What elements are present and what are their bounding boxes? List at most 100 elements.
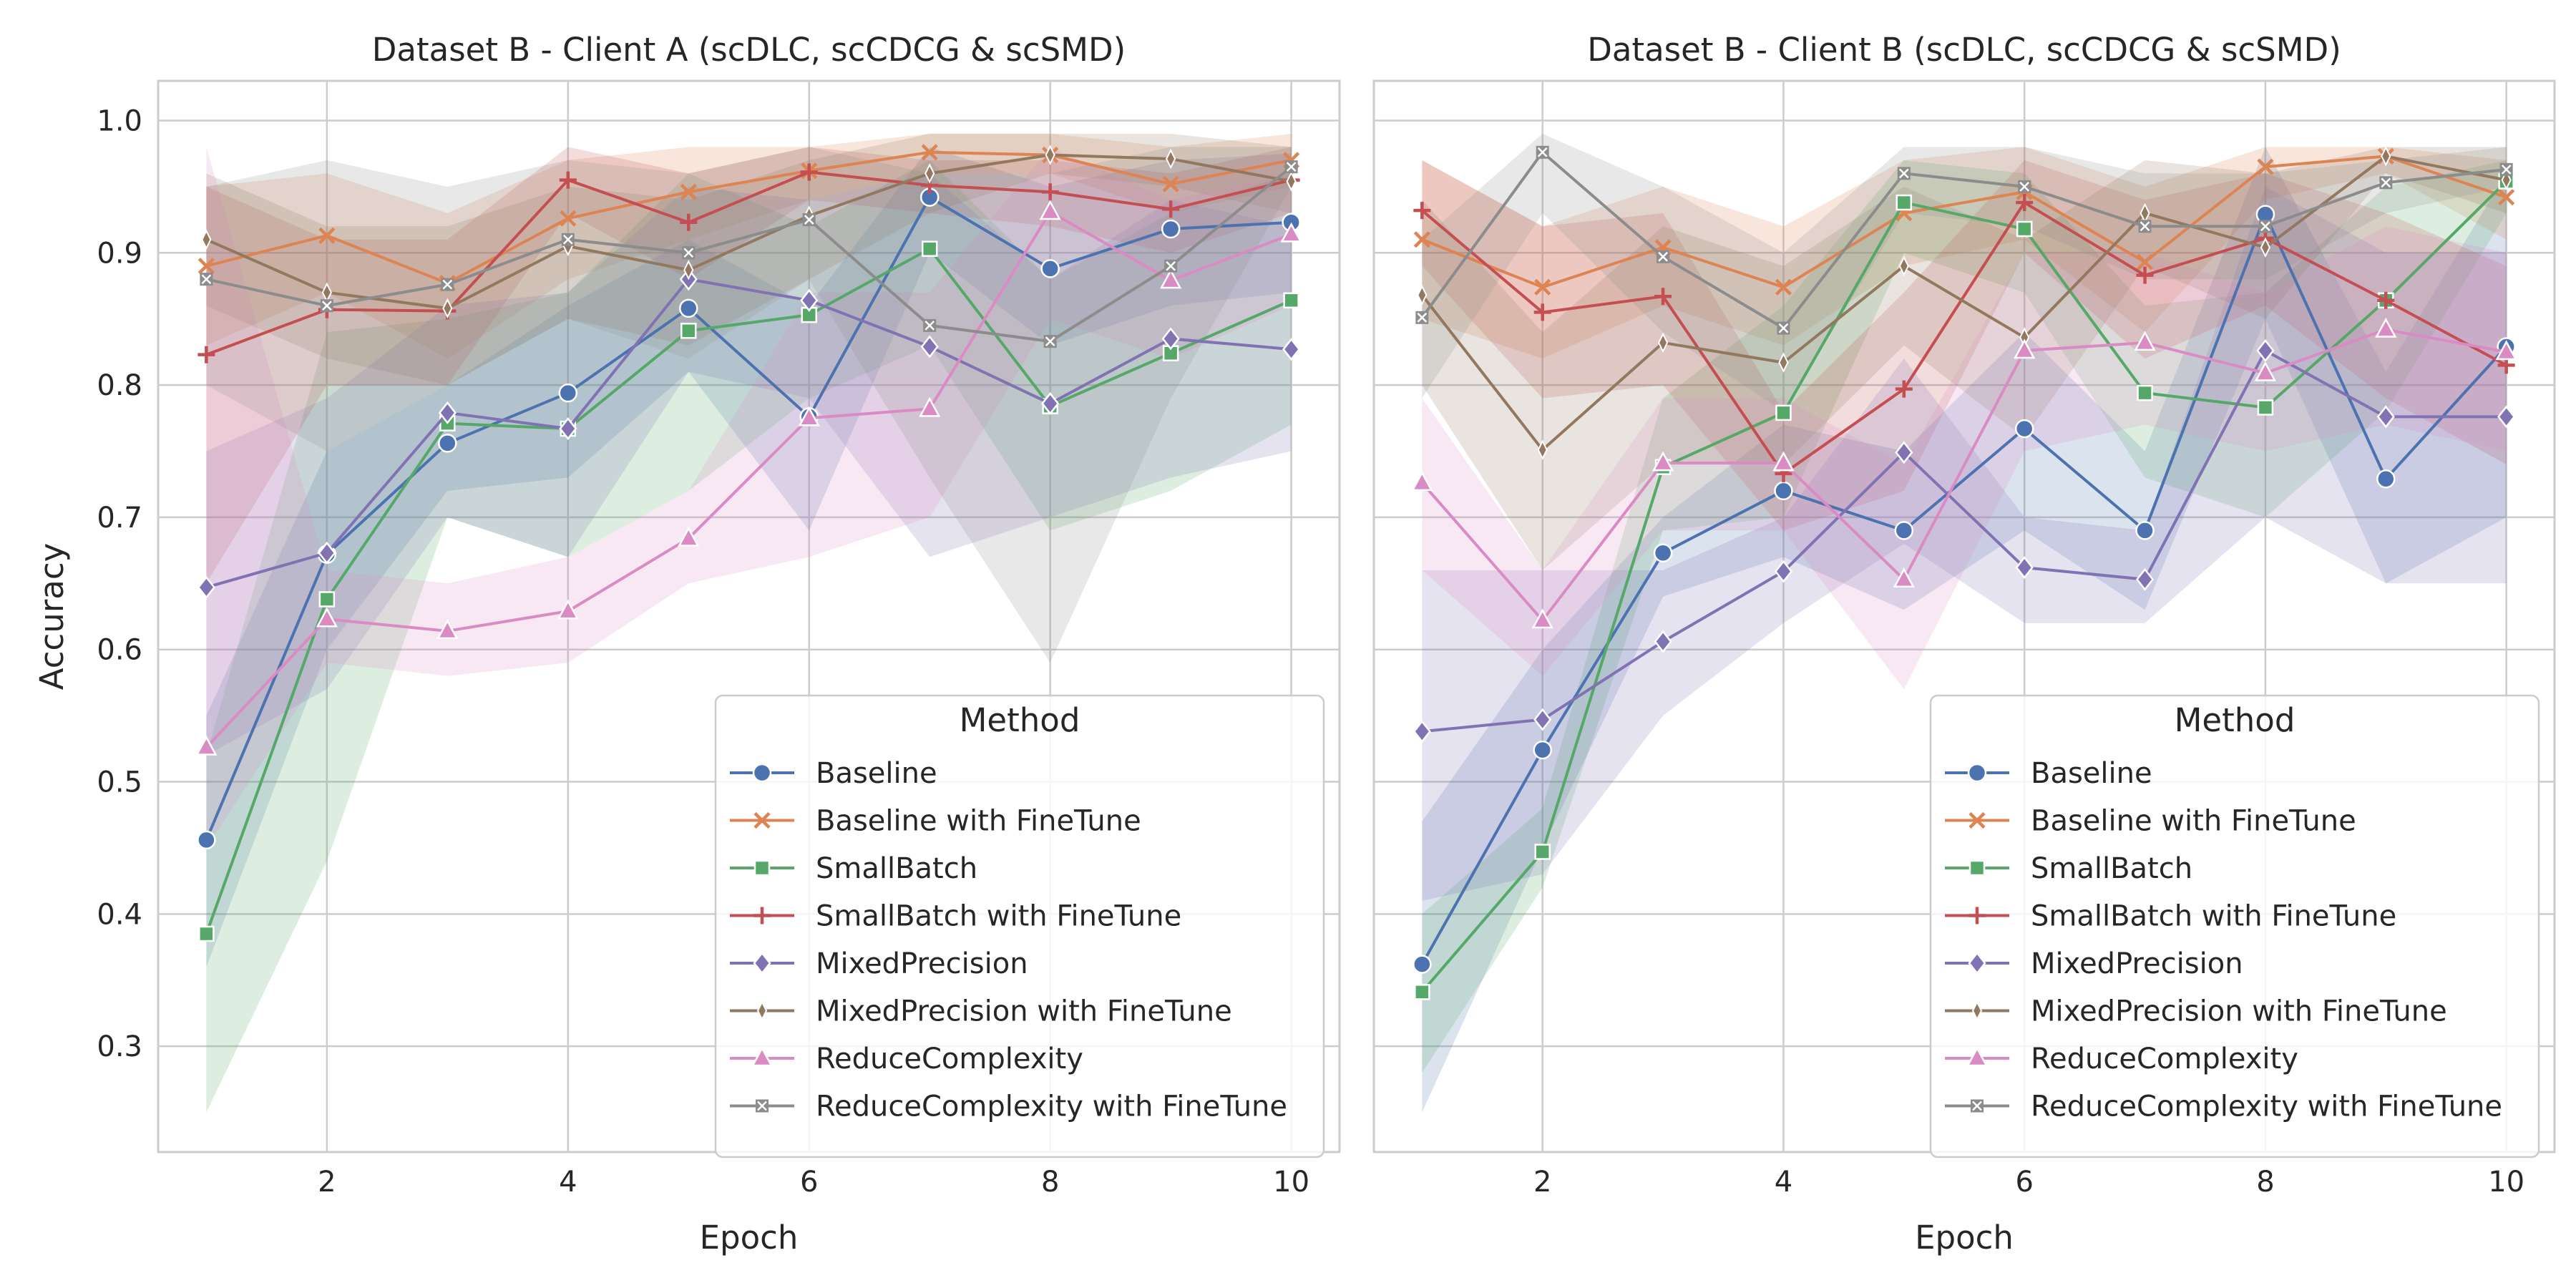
line-reducecomplexity [1420, 328, 2507, 623]
point-reducecomplexity-with-finetune [1536, 145, 1549, 159]
series-baseline [1413, 205, 2516, 974]
legend-marker [751, 1046, 774, 1067]
point-baseline-with-finetune [921, 144, 938, 161]
point-mixedprecision-with-finetune [1417, 285, 1428, 306]
point-reducecomplexity-with-finetune [1284, 160, 1298, 174]
marker-cross [201, 274, 212, 285]
point-reducecomplexity [2375, 317, 2397, 338]
point-baseline-with-finetune [197, 258, 215, 275]
band-baseline [1422, 147, 2507, 1113]
point-mixedprecision [1533, 708, 1552, 731]
point-reducecomplexity [1160, 268, 1182, 289]
point-smallbatch-with-finetune [1413, 202, 1431, 220]
x-tick-label: 4 [1775, 1166, 1792, 1199]
point-reducecomplexity-with-finetune [561, 233, 575, 246]
x-tick-label: 8 [2256, 1166, 2274, 1199]
point-reducecomplexity-with-finetune [923, 318, 937, 332]
point-reducecomplexity [1280, 222, 1302, 243]
legend-label: MixedPrecision with FineTune [816, 995, 1232, 1028]
point-reducecomplexity [557, 599, 579, 620]
point-baseline-with-finetune [2498, 189, 2515, 206]
band-smallbatch [1422, 160, 2507, 1073]
line-mixedprecision-with-finetune [205, 153, 1292, 310]
band-baseline-with-finetune [1422, 147, 2507, 359]
legend-marker [756, 1099, 769, 1113]
point-smallbatch [2137, 384, 2153, 401]
point-smallbatch-with-finetune [559, 171, 577, 189]
legend-label: Baseline with FineTune [2031, 805, 2356, 838]
point-reducecomplexity-with-finetune [1897, 167, 1911, 180]
point-reducecomplexity [798, 406, 820, 426]
point-mixedprecision [1161, 327, 1180, 351]
point-smallbatch [680, 323, 697, 339]
band-smallbatch-with-finetune [1422, 160, 2507, 531]
legend-label: ReduceComplexity with FineTune [2031, 1091, 2502, 1123]
point-mixedprecision [2256, 338, 2275, 363]
x-axis-label: Epoch [1915, 1219, 2014, 1257]
x-axis-label: Epoch [700, 1219, 799, 1257]
point-smallbatch [2257, 399, 2274, 416]
legend-entry-reducecomplexity-with-finetune: ReduceComplexity with FineTune [730, 1091, 1287, 1123]
band-mixedprecision [206, 173, 1292, 756]
point-smallbatch-with-finetune [800, 163, 818, 181]
chart-title: Dataset B - Client B (scDLC, scCDCG & sc… [1587, 31, 2341, 69]
point-baseline [1894, 521, 1914, 540]
legend-entry-reducecomplexity-with-finetune: ReduceComplexity with FineTune [1945, 1091, 2502, 1123]
chart-title: Dataset B - Client A (scDLC, scCDCG & sc… [372, 31, 1126, 69]
point-smallbatch-with-finetune [1895, 380, 1913, 398]
legend-entry-smallbatch: SmallBatch [730, 852, 977, 885]
point-mixedprecision [2497, 405, 2516, 429]
marker-cross [1972, 1101, 1982, 1111]
legend-label: SmallBatch [816, 852, 977, 885]
legend-marker [1967, 763, 1987, 783]
point-smallbatch-with-finetune [2377, 291, 2395, 309]
point-baseline [2014, 419, 2034, 439]
point-baseline [2376, 469, 2396, 489]
legend-entry-smallbatch-with-finetune: SmallBatch with FineTune [730, 900, 1181, 933]
point-mixedprecision-with-finetune [924, 163, 935, 184]
x-tick-label: 10 [1273, 1166, 1309, 1199]
point-mixedprecision-with-finetune [201, 229, 212, 250]
legend-entry-reducecomplexity: ReduceComplexity [1945, 1043, 2298, 1075]
legend-marker [1971, 1000, 1983, 1021]
y-tick-label: 0.3 [97, 1030, 142, 1063]
legend-marker [1968, 907, 1986, 924]
chart-panel-right: 2 4 6 8 10 Dataset B - Client B (scDLC, scCDC… [1372, 31, 2556, 1257]
marker-cross [2381, 177, 2391, 188]
point-reducecomplexity-with-finetune [1777, 321, 1790, 335]
point-reducecomplexity-with-finetune [1164, 259, 1178, 273]
marker-cross [2501, 164, 2512, 175]
point-smallbatch [921, 240, 938, 257]
line-reducecomplexity [205, 210, 1292, 748]
point-reducecomplexity [2495, 340, 2517, 361]
y-axis-label: Accuracy [33, 543, 71, 690]
point-mixedprecision-with-finetune [1537, 439, 1548, 460]
point-reducecomplexity-with-finetune [1657, 250, 1670, 263]
line-baseline [205, 195, 1292, 841]
legend-marker [753, 859, 771, 877]
y-tick-label: 0.8 [97, 369, 142, 402]
line-smallbatch-with-finetune [205, 170, 1292, 356]
legend: Method Baseline Baseline with FineTune Smal… [1929, 694, 2540, 1158]
band-smallbatch-with-finetune [206, 147, 1292, 584]
legend-marker [753, 811, 771, 829]
point-baseline [1774, 481, 1793, 501]
line-mixedprecision-with-finetune [1420, 155, 2507, 452]
point-baseline-with-finetune [2257, 158, 2274, 175]
point-reducecomplexity [1893, 567, 1915, 588]
point-mixedprecision-with-finetune [2260, 237, 2271, 258]
point-reducecomplexity-with-finetune [320, 299, 333, 313]
x-tick-label: 2 [1533, 1166, 1551, 1199]
band-baseline-with-finetune [206, 133, 1292, 359]
x-tick-label: 4 [559, 1166, 577, 1199]
point-smallbatch [1896, 194, 1913, 211]
point-baseline-with-finetune [318, 227, 336, 244]
line-mixedprecision [205, 278, 1292, 589]
point-reducecomplexity-with-finetune [1415, 311, 1429, 324]
point-reducecomplexity [436, 619, 459, 640]
point-reducecomplexity-with-finetune [2018, 180, 2031, 193]
band-smallbatch [206, 160, 1292, 1113]
marker-cross [757, 1101, 767, 1111]
point-reducecomplexity [919, 396, 941, 417]
line-mixedprecision [1422, 349, 2507, 733]
